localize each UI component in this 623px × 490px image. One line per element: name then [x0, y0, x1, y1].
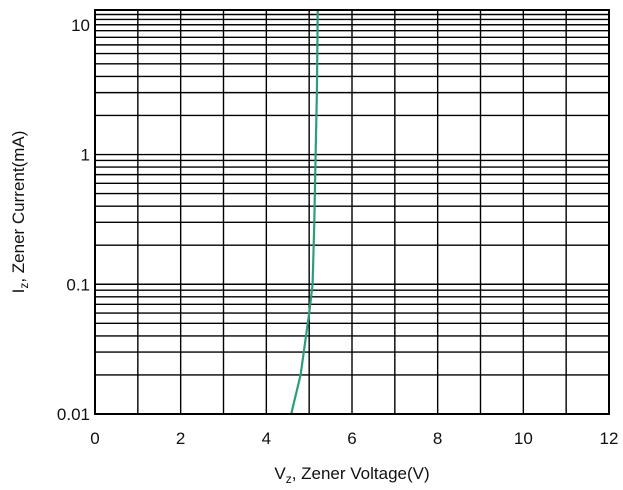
y-axis-title-subscript: z: [17, 283, 31, 289]
x-tick-label: 6: [347, 429, 356, 448]
grid: [94, 10, 610, 415]
x-tick-label: 8: [433, 429, 442, 448]
x-axis-title: Vz, Zener Voltage(V): [274, 464, 429, 486]
x-tick-label: 4: [262, 429, 271, 448]
tick-labels: 0 2 4 6 8 10 12 0.01 0.1 1 10: [57, 16, 619, 448]
x-tick-label: 10: [514, 429, 533, 448]
series-line: [290, 8, 319, 416]
curve-layer: [290, 8, 319, 416]
y-tick-label: 0.1: [66, 275, 90, 294]
x-tick-label: 12: [600, 429, 619, 448]
plot-frame: [94, 9, 610, 415]
x-axis-title-main: V: [274, 464, 286, 483]
y-tick-label: 0.01: [57, 405, 90, 424]
x-axis-title-rest: , Zener Voltage(V): [292, 464, 430, 483]
y-axis-title-rest: , Zener Current(mA): [9, 131, 28, 283]
x-tick-label: 2: [176, 429, 185, 448]
y-tick-label: 1: [81, 146, 90, 165]
x-axis-title-subscript: z: [286, 472, 292, 486]
y-axis-title-main: I: [9, 289, 28, 294]
y-axis-title: Iz, Zener Current(mA): [9, 131, 31, 294]
x-tick-label: 0: [90, 429, 99, 448]
y-tick-label: 10: [71, 16, 90, 35]
